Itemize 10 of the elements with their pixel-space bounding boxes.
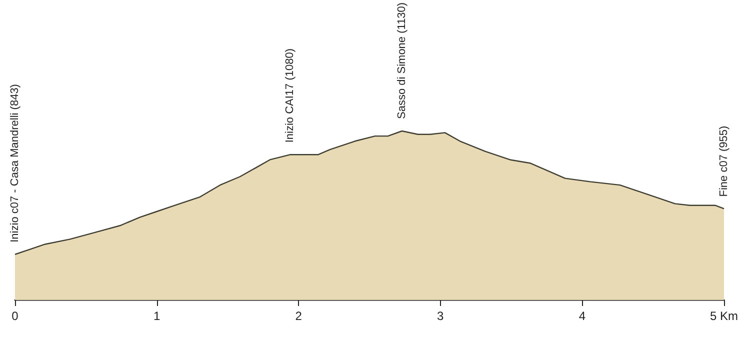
- x-tick-label: 1: [153, 309, 160, 323]
- x-tick-label: 0: [12, 309, 19, 323]
- annotation: Inizio c07 - Casa Mandrelli (843): [9, 84, 21, 242]
- x-tick-label: 2: [295, 309, 302, 323]
- annotation: Fine c07 (955): [718, 126, 730, 197]
- annotation: Sasso di Simone (1130): [396, 2, 408, 119]
- x-tick-label: 3: [437, 309, 444, 323]
- annotation: Inizio CAI17 (1080): [284, 48, 296, 143]
- x-tick-label: 4: [578, 309, 586, 323]
- x-tick-label: 5 Km: [710, 309, 738, 323]
